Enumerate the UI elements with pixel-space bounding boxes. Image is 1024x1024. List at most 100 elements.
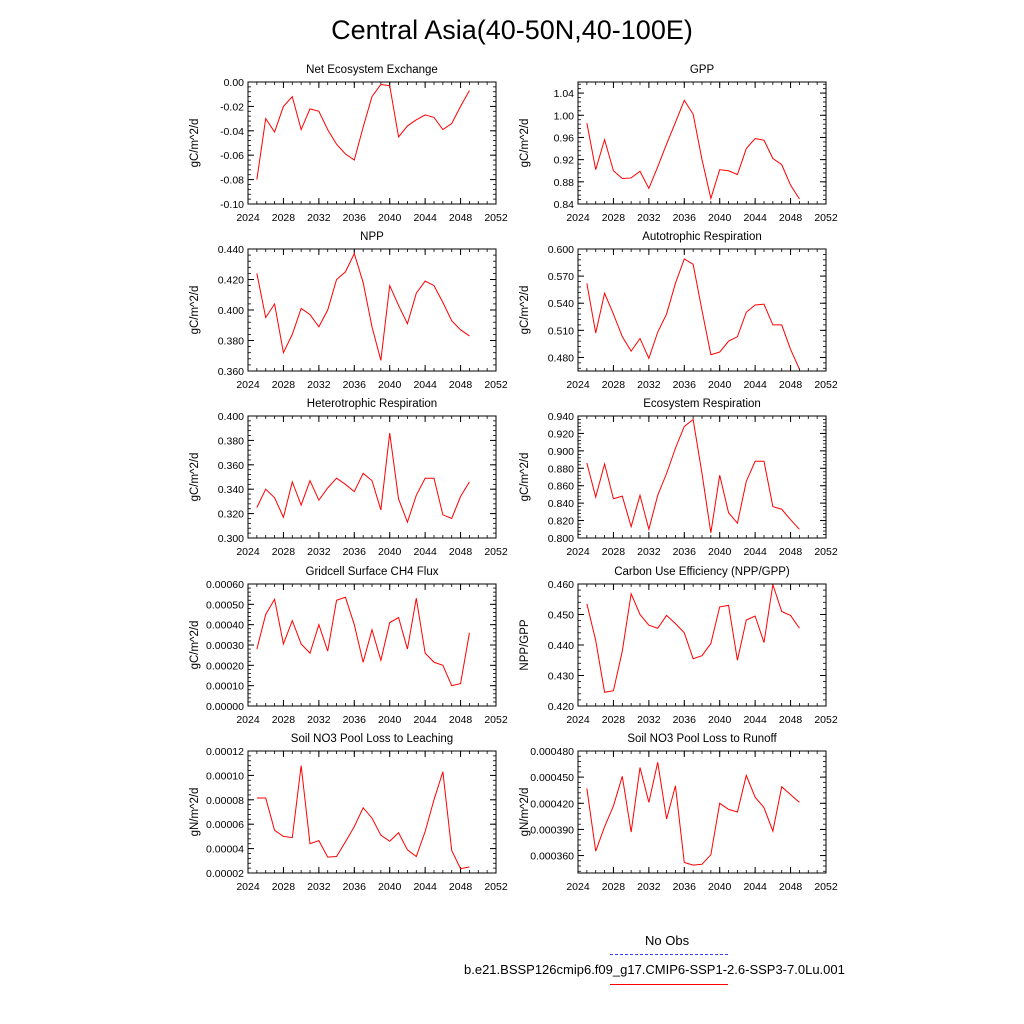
x-tick-label: 2040: [378, 212, 402, 224]
y-tick-label: 0.570: [548, 271, 574, 283]
chart-panel-10: Soil NO3 Pool Loss to Runoff gN/m^2/d 2024…: [519, 733, 838, 893]
plot-frame: [247, 583, 497, 707]
x-tick-label: 2032: [637, 379, 661, 391]
x-tick-label: 2052: [484, 379, 508, 391]
x-tick-label: 2028: [272, 546, 296, 558]
series-line: [256, 433, 470, 524]
chart-title: Ecosystem Respiration: [643, 398, 761, 410]
chart-title: GPP: [690, 64, 715, 76]
x-tick-label: 2024: [236, 212, 260, 224]
chart-panel-6: Ecosystem Respiration gC/m^2/d 2024 2028 203…: [519, 398, 838, 558]
x-tick-label: 2052: [814, 379, 838, 391]
plot-frame: [577, 583, 827, 707]
x-tick-label: 2040: [708, 714, 732, 726]
y-tick-label: 0.00010: [206, 681, 244, 693]
y-tick-label: 0.400: [218, 411, 244, 423]
y-tick-label: 0.420: [218, 275, 244, 287]
y-axis-label: gC/m^2/d: [519, 119, 531, 168]
series-line: [256, 252, 470, 361]
chart-panel-8: Carbon Use Efficiency (NPP/GPP) NPP/GPP 20…: [519, 566, 838, 726]
x-tick-label: 2028: [272, 379, 296, 391]
y-tick-label: 0.000420: [530, 798, 574, 810]
plot-frame: [577, 750, 827, 874]
plot-frame: [247, 750, 497, 874]
y-tick-label: 0.460: [548, 579, 574, 591]
plot-frame: [247, 81, 497, 205]
x-tick-label: 2036: [673, 714, 697, 726]
chart-title: Heterotrophic Respiration: [307, 398, 437, 410]
y-tick-label: 0.400: [218, 305, 244, 317]
y-tick-label: 0.00050: [206, 599, 244, 611]
x-tick-label: 2044: [743, 379, 767, 391]
series-line: [256, 765, 470, 870]
y-tick-label: 1.04: [554, 88, 575, 100]
x-tick-label: 2036: [673, 881, 697, 893]
y-tick-label: 0.450: [548, 610, 574, 622]
y-tick-label: 0.420: [548, 701, 574, 713]
plot-frame: [247, 248, 497, 372]
chart-title: Carbon Use Efficiency (NPP/GPP): [614, 566, 790, 578]
y-tick-label: 0.00012: [206, 746, 244, 758]
x-tick-label: 2036: [343, 379, 367, 391]
x-tick-label: 2048: [779, 212, 803, 224]
x-tick-label: 2052: [814, 714, 838, 726]
x-tick-label: 2024: [236, 379, 260, 391]
y-axis-label: NPP/GPP: [519, 619, 531, 670]
x-tick-label: 2044: [743, 546, 767, 558]
y-tick-label: 0.000390: [530, 824, 574, 836]
x-tick-label: 2024: [236, 881, 260, 893]
chart-panel-1: Net Ecosystem Exchange gC/m^2/d 2024 2028 20…: [189, 64, 508, 224]
plot-frame: [577, 81, 827, 205]
x-tick-label: 2040: [378, 881, 402, 893]
series-line: [586, 258, 800, 370]
y-tick-label: -0.08: [220, 175, 244, 187]
chart-title: Autotrophic Respiration: [642, 231, 762, 243]
y-tick-label: 0.360: [218, 366, 244, 378]
x-tick-label: 2044: [743, 714, 767, 726]
x-tick-label: 2032: [307, 379, 331, 391]
y-axis-label: gC/m^2/d: [189, 286, 201, 335]
y-tick-label: 0.96: [554, 132, 575, 144]
y-tick-label: -0.02: [220, 101, 244, 113]
x-tick-label: 2052: [814, 212, 838, 224]
y-tick-label: 0.380: [218, 435, 244, 447]
x-tick-label: 2032: [637, 546, 661, 558]
x-tick-label: 2028: [602, 379, 626, 391]
y-tick-label: -0.04: [220, 126, 244, 138]
chart-panel-3: NPP gC/m^2/d 2024 2028 2032 2036 2040 2044 2048 2…: [189, 231, 508, 391]
y-tick-label: -0.06: [220, 150, 244, 162]
y-tick-label: 0.00004: [206, 844, 244, 856]
y-tick-label: 0.00006: [206, 819, 244, 831]
y-tick-label: 0.00060: [206, 579, 244, 591]
y-tick-label: 0.480: [548, 352, 574, 364]
chart-title: Gridcell Surface CH4 Flux: [306, 566, 439, 578]
y-tick-label: 0.000480: [530, 746, 574, 758]
y-tick-label: 1.00: [554, 110, 575, 122]
x-tick-label: 2048: [449, 714, 473, 726]
x-tick-label: 2028: [602, 546, 626, 558]
x-tick-label: 2036: [343, 212, 367, 224]
y-axis-label: gC/m^2/d: [189, 453, 201, 502]
x-tick-label: 2048: [449, 546, 473, 558]
series-line: [586, 99, 800, 201]
chart-panel-9: Soil NO3 Pool Loss to Leaching gN/m^2/d 20…: [189, 733, 508, 893]
chart-title: Net Ecosystem Exchange: [306, 64, 438, 76]
plot-frame: [247, 415, 497, 539]
y-tick-label: 0.900: [548, 446, 574, 458]
y-tick-label: 0.380: [218, 336, 244, 348]
x-tick-label: 2036: [673, 546, 697, 558]
x-tick-label: 2052: [484, 714, 508, 726]
x-tick-label: 2024: [566, 546, 590, 558]
chart-title: Soil NO3 Pool Loss to Runoff: [627, 733, 777, 745]
x-tick-label: 2028: [272, 212, 296, 224]
y-tick-label: 0.360: [218, 460, 244, 472]
x-tick-label: 2024: [566, 714, 590, 726]
series-line: [256, 596, 470, 687]
series-line: [586, 584, 800, 693]
x-tick-label: 2040: [708, 881, 732, 893]
y-tick-label: 0.00: [224, 77, 245, 89]
x-tick-label: 2052: [484, 546, 508, 558]
y-tick-label: 0.840: [548, 498, 574, 510]
x-tick-label: 2044: [413, 379, 437, 391]
y-axis-label: gN/m^2/d: [519, 788, 531, 837]
